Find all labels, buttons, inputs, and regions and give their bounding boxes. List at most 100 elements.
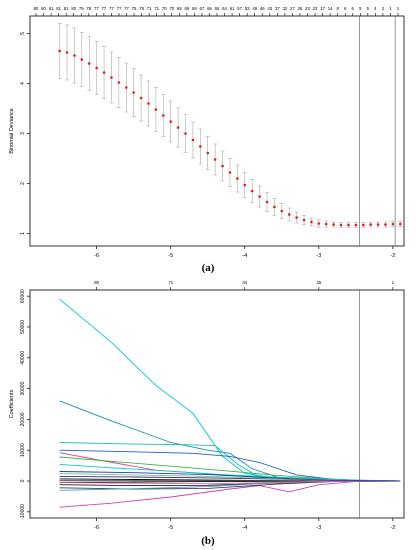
deviance-point [154,108,158,111]
coefficient-path-1 [59,400,401,482]
deviance-point [58,49,61,53]
y-tick-label: 2 [20,182,26,185]
top-tick-label: 53 [245,6,250,11]
deviance-point [398,222,402,226]
deviance-point [80,58,84,61]
deviance-point [376,223,380,226]
deviance-point [369,223,372,226]
deviance-point [213,158,217,161]
plot-frame [29,289,405,519]
coefficient-path-chart: -6 -5 -4 -3 -2 -10000 0 10000 20000 30000 40000 500… [9,280,405,531]
coefficient-path-6 [59,463,401,482]
y-tick-label: 3 [20,132,26,135]
top-tick-label: 71 [168,280,173,285]
y-tick-label: 4 [20,82,26,85]
caption-a: (a) [201,262,215,274]
top-tick-label: 1 [397,6,400,11]
x-tick-label: -5 [168,525,173,531]
top-tick-label: 26 [298,6,303,11]
top-tick-label: 70 [162,6,167,11]
top-tick-label: 80 [34,6,39,11]
deviance-point [176,126,180,129]
top-tick-label: 77 [94,6,99,11]
deviance-point [361,223,365,227]
top-tick-label: 68 [192,6,197,11]
x-tick-label: -6 [94,525,99,531]
deviance-point [317,222,321,225]
y-tick-label: -10000 [20,504,26,520]
x-tick-label: -4 [242,253,247,259]
deviance-point [228,171,232,174]
y-tick-label: 40000 [20,351,26,365]
top-tick-label: 80 [94,280,99,285]
top-tick-label: 80 [41,6,46,11]
deviance-point [295,216,298,219]
deviance-point [384,223,387,226]
top-tick-label: 14 [328,6,333,11]
deviance-point [169,120,173,123]
deviance-point [280,209,284,213]
top-tick-label: 81 [49,6,54,11]
top-tick-label: 25 [316,280,321,285]
top-tick-label: 75 [132,6,137,11]
caption-b: (b) [201,535,215,547]
top-tick-label: 69 [184,6,189,11]
x-tick-label: -3 [316,525,321,531]
deviance-point [324,222,328,226]
deviance-point [332,223,335,226]
deviance-point [243,183,247,187]
x-tick-label: -6 [94,253,99,259]
deviance-point [265,200,269,204]
top-tick-label: 69 [177,6,182,11]
top-tick-label: 75 [139,6,144,11]
top-tick-label: 65 [215,6,220,11]
top-tick-label: 67 [200,6,205,11]
top-tick-label: 66 [207,6,212,11]
deviance-point [302,218,306,222]
deviance-point [95,66,98,70]
deviance-point [110,76,113,79]
deviance-point [391,222,395,226]
x-tick-label: -2 [390,253,395,259]
deviance-point [199,145,202,148]
top-tick-label: 23 [313,6,318,11]
deviance-point [236,177,239,180]
deviance-point [287,213,291,216]
deviance-point [221,164,224,168]
x-tick-label: -5 [168,253,173,259]
deviance-point [339,223,343,227]
y-tick-label: 10000 [20,443,26,457]
top-tick-label: 34 [242,280,247,285]
top-tick-label: 71 [154,6,159,11]
top-tick-label: 81 [64,6,69,11]
coefficient-path-16 [59,480,401,485]
y-tick-label: 20000 [20,412,26,426]
y-tick-label: 0 [20,479,26,482]
top-tick-label: 48 [252,6,257,11]
coefficient-path-17 [59,471,401,482]
deviance-point [184,132,187,135]
panel-a: -6-5-4-3-212345Log(lambda)Binomial Devia… [0,0,416,262]
x-tick-label: -2 [390,525,395,531]
top-tick-label: 57 [237,6,242,11]
plot-frame [29,15,405,247]
top-tick-label: 4 [374,6,377,11]
y-tick-label: 5 [20,32,26,35]
y-tick-label: 30000 [20,381,26,395]
deviance-point [147,102,150,105]
top-tick-label: 5 [367,6,370,11]
top-tick-label: 81 [56,6,61,11]
y-axis-label: Binomial Deviance [9,108,15,154]
y-tick-label: 50000 [20,320,26,334]
top-tick-label: 71 [147,6,152,11]
top-tick-label: 37 [275,6,280,11]
top-tick-label: 77 [101,6,106,11]
top-tick-label: 70 [169,6,174,11]
deviance-point [132,91,135,94]
deviance-point [258,195,261,198]
top-tick-label: 8 [336,6,339,11]
top-tick-label: 6 [344,6,347,11]
top-tick-label: 6 [352,6,355,11]
x-tick-label: -3 [316,253,321,259]
y-axis-label: Coefficients [9,389,15,418]
